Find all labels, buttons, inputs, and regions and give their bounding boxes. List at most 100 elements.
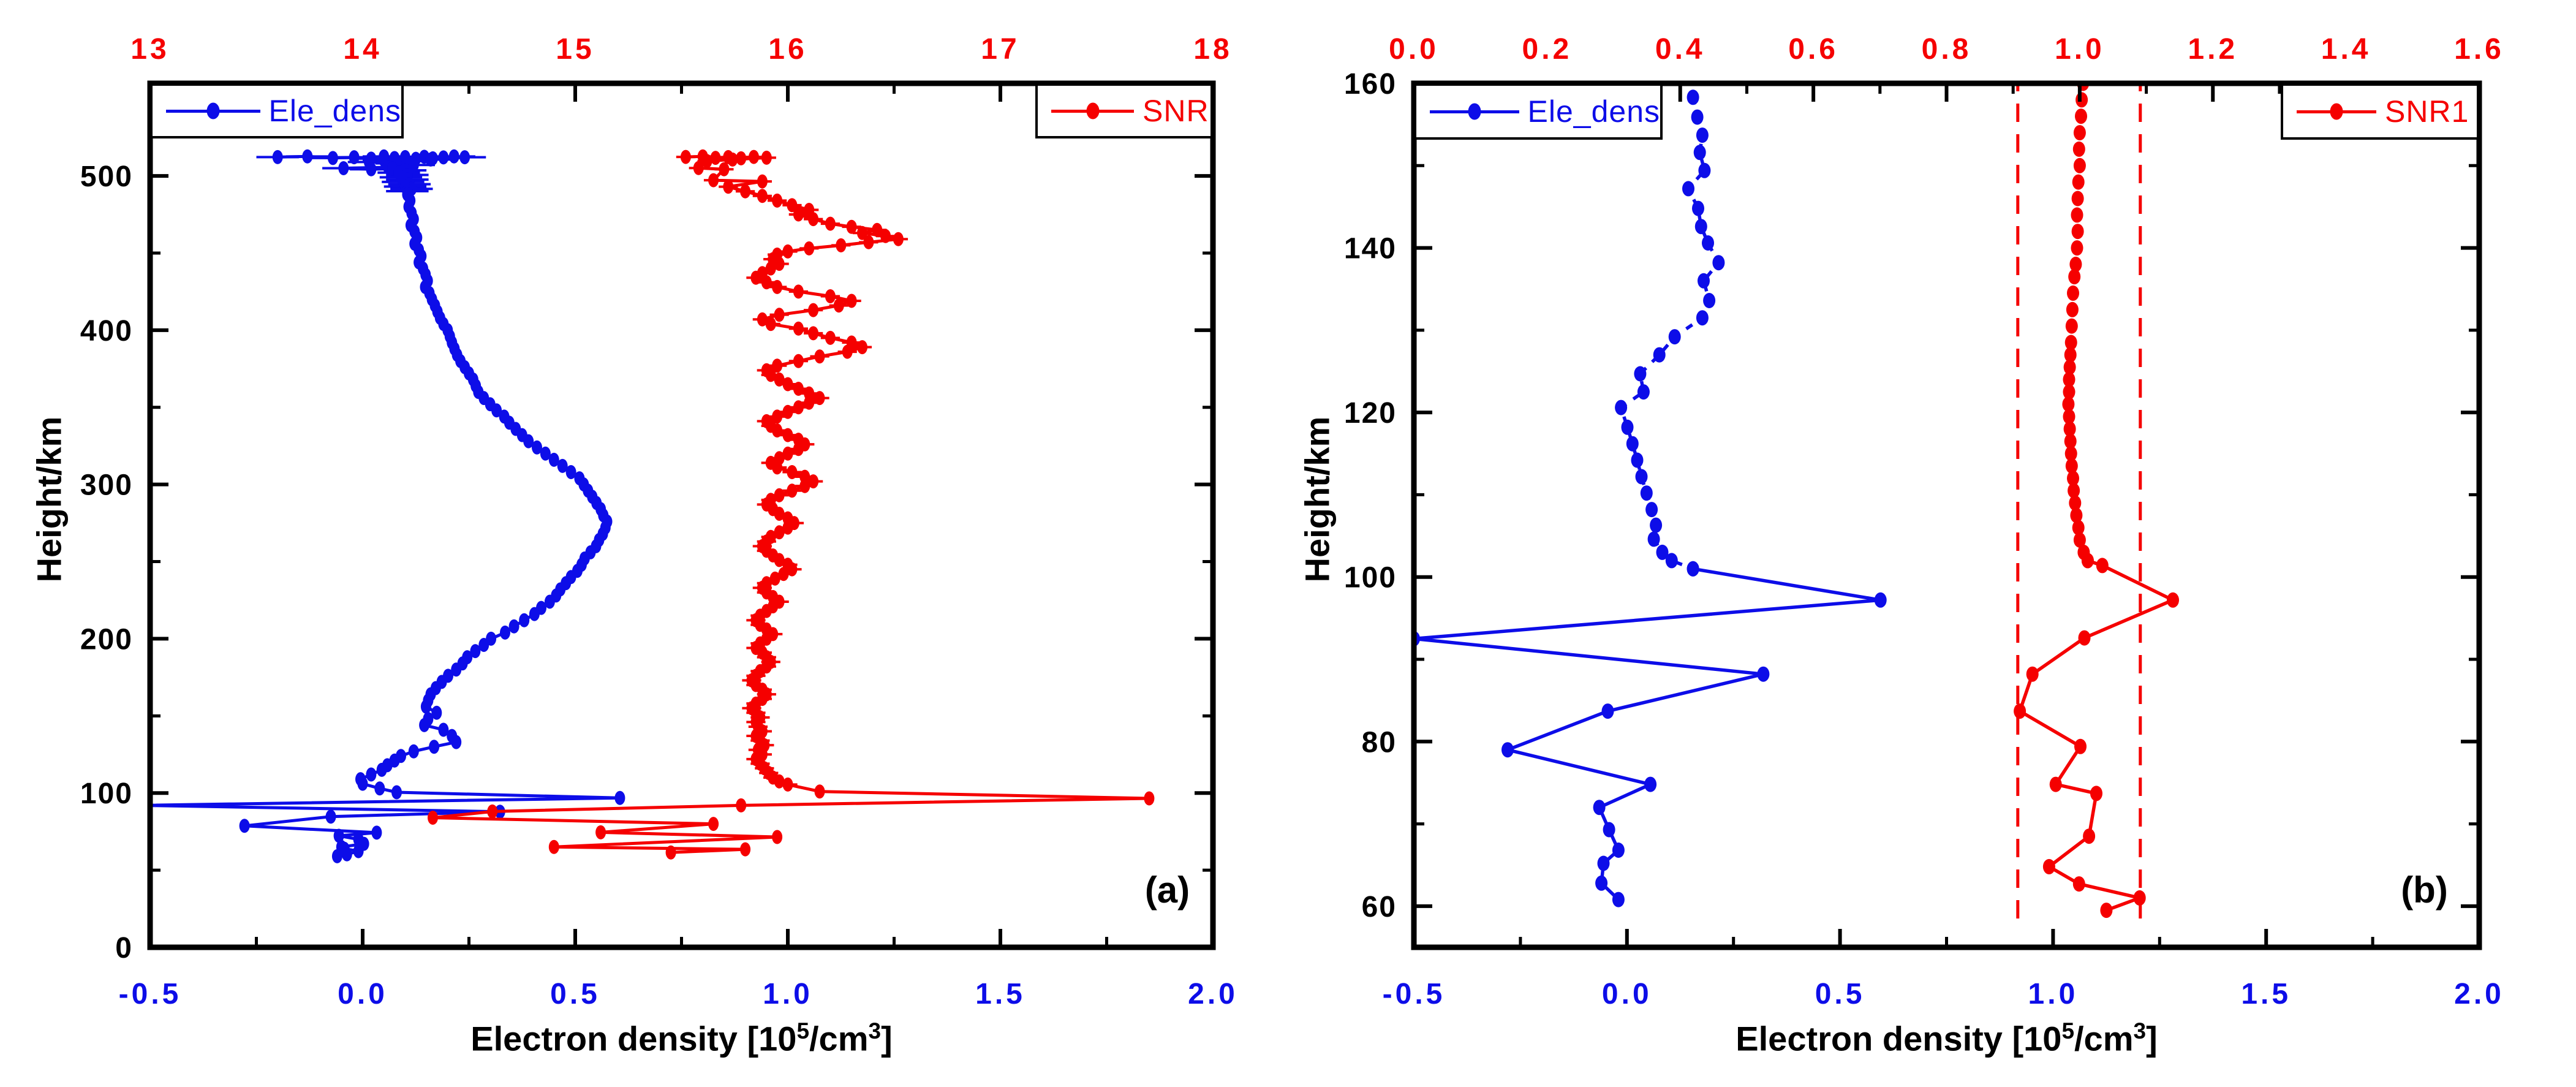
data-point [491,403,502,418]
tick-label: 17 [981,33,1019,66]
data-point [2071,207,2083,223]
tick-label: 0.5 [550,978,600,1010]
data-point [272,150,283,164]
data-point [459,150,470,165]
panel-a-label: (a) [1144,869,1190,911]
tick-label: 1.4 [2321,33,2371,66]
tick-label: 0.8 [1922,33,1972,66]
data-point [408,157,419,172]
tick-label: 2.0 [1188,978,1238,1010]
data-line [431,154,1151,854]
tick-label: 500 [80,161,133,193]
x-title-text: /cm [2074,1019,2134,1058]
tick-label: 300 [80,469,133,502]
data-point [2063,409,2076,425]
data-point [772,830,783,844]
data-point [431,705,442,720]
data-point [2063,359,2076,375]
data-point [2081,553,2094,569]
data-point [757,189,768,203]
data-point [519,613,530,627]
legend-line-red [1051,102,1134,119]
data-point [2072,876,2085,892]
data-point [772,409,783,424]
data-point [2014,703,2026,719]
tick-label: -0.5 [119,978,182,1010]
x-axis-title-b: Electron density [105/cm3] [1414,1018,2479,1059]
data-point [1874,592,1887,608]
data-point [2067,471,2079,487]
data-point [1595,875,1608,891]
data-point [1645,502,1658,518]
data-point [769,571,780,586]
data-point [787,198,798,213]
panel-a: -0.5 0.0 0.5 1.0 1.5 2.0 13 14 15 16 17 18 0 100 200 30… [80,33,1238,1010]
data-point [1593,800,1606,816]
data-point [719,162,730,176]
data-line [1414,567,1883,901]
data-point [808,326,819,341]
data-point [1691,109,1704,125]
data-point [1694,219,1707,235]
data-point [2073,532,2086,548]
data-point [825,330,836,345]
data-point [1686,89,1699,105]
legend-a-ele-dens: Ele_dens [150,83,404,138]
tick-label: 18 [1193,33,1232,66]
data-point [333,828,344,843]
data-point [302,149,313,164]
data-point [1597,855,1610,871]
data-point [327,151,338,165]
tick-label: 16 [768,33,807,66]
tick-label: 2.0 [2454,978,2504,1010]
data-point [2133,890,2146,906]
data-point [487,804,498,819]
x-axis-title-a: Electron density [105/cm3] [150,1018,1213,1059]
x-title-sup: 5 [796,1018,809,1043]
tick-label: 14 [343,33,382,66]
y-axis-title-a: Height/km [29,416,69,583]
data-point [2062,396,2075,412]
data-point [353,844,364,858]
data-point [529,607,540,621]
data-point [2167,592,2179,608]
data-point [793,442,804,456]
tick-label: 0.4 [1655,33,1705,66]
data-point [2076,92,2088,108]
data-point [1634,366,1647,382]
data-point [782,520,793,535]
data-point [544,594,555,609]
plot-frame [1411,80,2482,950]
data-point [774,257,785,271]
data-point [1601,703,1614,719]
data-point [2063,371,2076,387]
y-axis-title-b: Height/km [1297,416,1337,583]
tick-label: 0.6 [1788,33,1838,66]
data-point [710,151,721,165]
data-point [239,819,250,833]
tick-label: 0.0 [1389,33,1439,66]
tick-label: 120 [1344,397,1397,430]
series-ele_dens-b [1414,89,1887,907]
legend-b-snr1: SNR1 [2281,83,2479,140]
data-point [793,400,804,415]
tick-label: 100 [1344,562,1397,594]
data-point [761,275,772,290]
data-point [2073,125,2086,141]
data-point [846,294,857,308]
data-point [665,845,676,860]
data-point [2073,157,2086,173]
data-point [2072,520,2085,536]
data-point [357,776,368,791]
data-point [772,193,783,208]
tick-label: 80 [1362,726,1397,759]
data-point [2064,433,2077,449]
data-point [408,744,419,759]
data-point [782,428,793,442]
data-point [2070,507,2083,523]
data-point [750,270,761,285]
data-point [782,777,793,792]
data-point [757,312,768,327]
tick-label: 1.5 [2241,978,2291,1010]
